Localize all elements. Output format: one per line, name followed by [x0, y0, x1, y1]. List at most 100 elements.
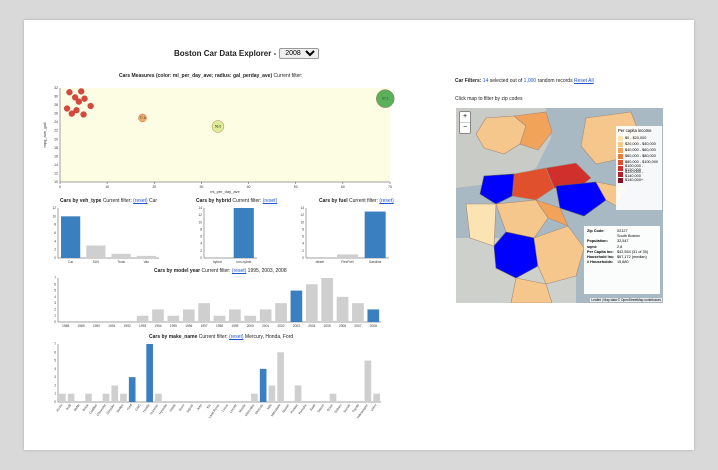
legend-label: $80,000 - $100,000	[625, 160, 658, 164]
bar[interactable]	[146, 344, 153, 402]
year-select[interactable]: 2008	[279, 48, 320, 59]
bar[interactable]	[275, 303, 287, 322]
zip-polygon-selected[interactable]	[479, 173, 515, 205]
x-tick-label: Toyota	[351, 403, 360, 413]
bar[interactable]	[259, 368, 267, 402]
bubble[interactable]	[73, 107, 80, 114]
bubble[interactable]	[87, 102, 94, 110]
info-value: 2.8	[617, 244, 623, 249]
bar[interactable]	[364, 360, 372, 402]
page-title: Boston Car Data Explorer -	[174, 49, 277, 58]
y-tick-label: 14	[54, 163, 58, 167]
bar[interactable]	[336, 296, 349, 322]
info-value: South Boston	[617, 234, 640, 239]
bar[interactable]	[61, 216, 81, 258]
bubble[interactable]	[81, 95, 88, 102]
y-tick-label: 3	[54, 375, 56, 379]
bar[interactable]	[182, 309, 195, 322]
bar[interactable]	[244, 315, 257, 322]
zip-polygon[interactable]	[510, 277, 553, 303]
zip-polygon[interactable]	[495, 199, 549, 239]
x-tick-label: Saturn	[316, 403, 325, 413]
bubble[interactable]	[66, 89, 73, 96]
fuel-reset[interactable]: (reset)	[379, 198, 394, 204]
bubble[interactable]	[80, 111, 87, 118]
legend-item: $120,000 - $140,000	[618, 170, 660, 178]
bar[interactable]	[367, 309, 380, 322]
bar[interactable]	[373, 393, 380, 402]
bar[interactable]	[120, 393, 127, 402]
bubble[interactable]	[211, 120, 225, 133]
zip-polygon[interactable]	[465, 203, 497, 247]
bar[interactable]	[321, 278, 334, 322]
bubble[interactable]	[138, 113, 147, 123]
info-value: 32,547	[617, 239, 629, 244]
legend-label: $20,000 - $40,000	[625, 142, 656, 146]
veh-type-reset[interactable]: (reset)	[133, 198, 148, 204]
bar[interactable]	[128, 377, 136, 402]
y-tick-label: 2	[302, 249, 304, 253]
bar[interactable]	[233, 208, 254, 258]
zip-code-map[interactable]: + − Per capita income $0 - $20,000 $20,00…	[456, 108, 663, 303]
bubble[interactable]	[71, 94, 79, 101]
y-tick-label: 6	[54, 231, 56, 235]
zip-polygon[interactable]	[533, 225, 585, 285]
y-tick-label: 6	[200, 235, 202, 239]
bar[interactable]	[167, 315, 180, 322]
model-year-reset[interactable]: (reset)	[231, 268, 247, 274]
bar[interactable]	[305, 284, 318, 322]
bar[interactable]	[329, 393, 337, 402]
bar[interactable]	[136, 255, 156, 258]
hybrid-reset[interactable]: (reset)	[262, 198, 278, 204]
bar[interactable]	[259, 309, 272, 322]
bar[interactable]	[59, 393, 66, 402]
bar[interactable]	[111, 253, 131, 258]
y-tick-label: 0	[54, 320, 56, 324]
legend-label: $60,000 - $80,000	[625, 154, 656, 158]
zip-polygon-selected[interactable]	[555, 181, 607, 217]
y-tick-label: 8	[54, 223, 56, 227]
bubble[interactable]	[78, 88, 85, 95]
x-tick-label: Isuzu	[178, 403, 186, 412]
zoom-out-button[interactable]: −	[462, 124, 468, 131]
make-name-reset[interactable]: (reset)	[229, 334, 244, 340]
bar[interactable]	[67, 393, 75, 402]
bar[interactable]	[336, 254, 359, 258]
x-tick-label: 0	[59, 185, 61, 189]
hybrid-title: Cars by hybrid Current filter: (reset)	[196, 198, 278, 204]
bar[interactable]	[152, 309, 164, 322]
bar[interactable]	[268, 385, 276, 402]
bubble[interactable]	[75, 98, 83, 105]
x-axis-label: mi_per_day_ave	[210, 189, 240, 194]
zip-polygon[interactable]	[513, 111, 553, 151]
bar[interactable]	[102, 393, 110, 402]
bar[interactable]	[352, 303, 364, 322]
bar[interactable]	[85, 393, 92, 402]
bubble[interactable]	[68, 110, 75, 117]
bar[interactable]	[277, 352, 284, 402]
bar[interactable]	[294, 385, 302, 402]
info-key: Per Capita Inc:	[587, 249, 614, 254]
bar[interactable]	[111, 385, 119, 402]
reset-all-link[interactable]: Reset All	[573, 78, 594, 84]
bar[interactable]	[213, 315, 226, 322]
bar[interactable]	[198, 303, 210, 322]
bar[interactable]	[86, 245, 106, 259]
x-tick-label: 60	[341, 185, 345, 189]
bar[interactable]	[155, 393, 162, 402]
zoom-in-button[interactable]: +	[460, 112, 470, 123]
x-tick-label: Suzuki	[342, 403, 351, 413]
bar[interactable]	[364, 211, 386, 258]
info-value: 15,880	[617, 260, 629, 265]
x-tick-label: 1996	[185, 324, 192, 328]
bar[interactable]	[290, 290, 303, 322]
legend-swatch	[618, 147, 623, 153]
bubble[interactable]	[376, 89, 395, 108]
x-tick-label: Ford	[126, 403, 133, 411]
bar[interactable]	[251, 393, 258, 402]
y-tick-label: 10	[198, 220, 202, 224]
bar[interactable]	[229, 309, 241, 322]
x-tick-label: Acura	[55, 403, 63, 412]
bubble[interactable]	[63, 105, 71, 112]
bar[interactable]	[136, 315, 149, 322]
